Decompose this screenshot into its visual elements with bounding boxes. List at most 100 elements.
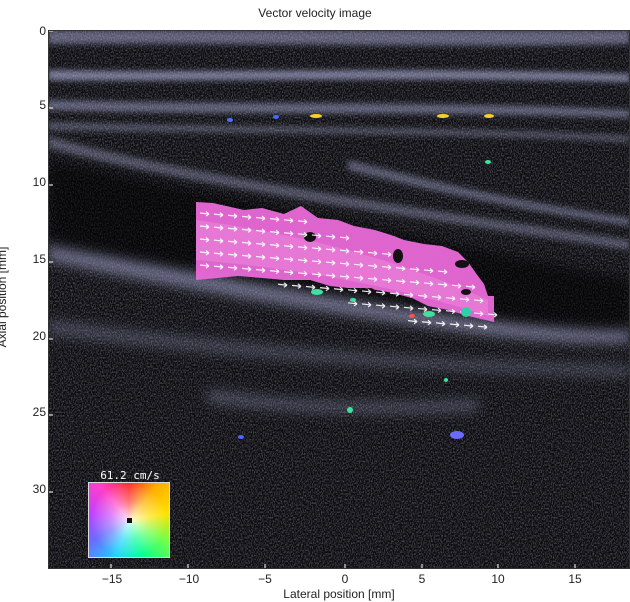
velocity-arrow [283, 256, 294, 263]
velocity-arrow [407, 318, 418, 325]
velocity-arrow [297, 218, 308, 225]
colorwheel-max-label: 61.2 cm/s [100, 469, 160, 482]
velocity-arrow [291, 283, 302, 289]
velocity-arrow [277, 282, 288, 288]
ultrasound-image [48, 30, 630, 569]
velocity-arrow [339, 235, 350, 241]
velocity-arrow [241, 253, 252, 259]
velocity-arrow [449, 322, 460, 328]
y-tick-label: 25 [32, 405, 46, 419]
velocity-arrow [269, 216, 280, 223]
velocity-arrow [389, 291, 400, 297]
velocity-arrow [487, 312, 498, 318]
velocity-arrow [269, 229, 280, 236]
velocity-arrow [325, 234, 336, 240]
velocity-arrow [311, 232, 322, 239]
velocity-arrow [339, 248, 350, 254]
velocity-arrow [403, 305, 414, 311]
x-tick-label: −15 [101, 572, 123, 586]
velocity-arrow [431, 294, 442, 301]
velocity-arrow [347, 300, 358, 307]
velocity-arrow [199, 263, 210, 269]
velocity-arrow [347, 287, 358, 294]
x-tick-label: −5 [258, 572, 272, 586]
velocity-arrow [395, 265, 406, 272]
velocity-arrow [199, 224, 210, 230]
velocity-arrow [311, 245, 322, 252]
velocity-arrow [199, 250, 210, 256]
velocity-arrow [199, 237, 210, 243]
velocity-arrow [283, 243, 294, 250]
velocity-arrow [367, 276, 378, 282]
velocity-arrow [269, 268, 280, 275]
velocity-arrow [297, 231, 308, 238]
velocity-arrow [403, 292, 414, 298]
velocity-arrow [255, 254, 266, 260]
velocity-arrow [423, 267, 434, 274]
velocity-arrow [367, 263, 378, 269]
velocity-arrow [269, 255, 280, 262]
x-tick-label: 0 [341, 572, 349, 586]
velocity-arrow [241, 227, 252, 233]
velocity-arrow [319, 285, 330, 292]
velocity-arrow [423, 280, 434, 287]
y-tick-label: 10 [32, 175, 46, 189]
x-tick-label: 5 [418, 572, 426, 586]
velocity-arrow [409, 279, 420, 286]
velocity-arrow [463, 323, 474, 329]
x-tick-label: −10 [178, 572, 200, 586]
velocity-arrow [445, 295, 456, 302]
velocity-arrow [269, 242, 280, 249]
velocity-arrow [367, 250, 378, 256]
velocity-arrow [241, 266, 252, 272]
velocity-arrow [477, 324, 488, 330]
velocity-arrow [227, 265, 238, 271]
velocity-arrow [473, 297, 484, 304]
velocity-arrow [227, 252, 238, 258]
x-tick-label: 10 [491, 572, 505, 586]
velocity-arrow [417, 293, 428, 299]
velocity-arrow [255, 215, 266, 221]
velocity-arrow [435, 320, 446, 327]
velocity-arrow [255, 267, 266, 273]
velocity-arrow [361, 301, 372, 308]
velocity-arrow [199, 211, 210, 217]
velocity-arrow [437, 282, 448, 288]
velocity-arrow [473, 310, 484, 317]
velocity-arrow [213, 238, 224, 244]
velocity-arrow [361, 288, 372, 295]
figure-title: Vector velocity image [258, 6, 372, 20]
velocity-arrow [305, 284, 316, 290]
velocity-arrow [459, 296, 470, 303]
velocity-arrow [227, 226, 238, 232]
velocity-arrow [339, 261, 350, 267]
velocity-arrow [213, 225, 224, 231]
velocity-arrow [227, 239, 238, 245]
velocity-arrow [389, 304, 400, 310]
velocity-arrow [213, 264, 224, 270]
velocity-arrow [375, 303, 386, 309]
velocity-arrow [325, 273, 336, 279]
velocity-arrow [339, 274, 350, 280]
velocity-arrow [465, 284, 476, 290]
velocity-arrow [353, 275, 364, 281]
velocity-arrow [297, 270, 308, 277]
velocity-arrow [283, 217, 294, 224]
velocity-arrow [375, 290, 386, 296]
velocity-arrow [451, 283, 462, 289]
velocity-arrow [213, 251, 224, 257]
velocity-arrow [283, 230, 294, 237]
y-tick-label: 5 [39, 98, 46, 112]
velocity-arrow [213, 212, 224, 218]
velocity-arrow [325, 260, 336, 266]
velocity-arrow [381, 277, 392, 284]
velocity-arrow [241, 240, 252, 246]
velocity-arrow [437, 269, 448, 275]
velocity-arrow [297, 244, 308, 251]
velocity-arrow [311, 258, 322, 265]
y-tick-label: 20 [32, 329, 46, 343]
velocity-arrow [431, 307, 442, 314]
velocity-arrow [445, 308, 456, 315]
x-tick-label: 15 [568, 572, 582, 586]
velocity-arrow [241, 214, 252, 220]
